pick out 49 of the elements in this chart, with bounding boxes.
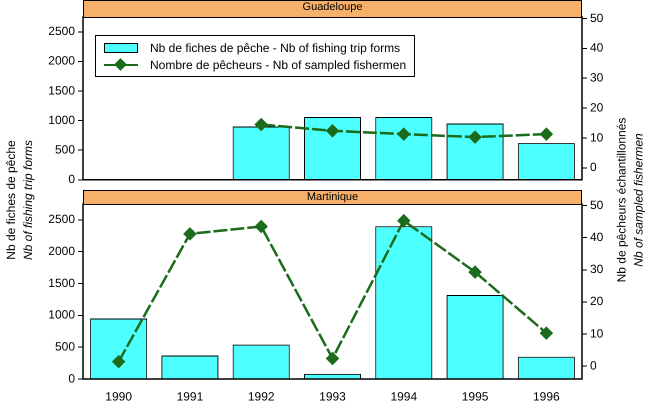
y-tick-label: 1500 [48,83,76,98]
y-tick-label: 0 [68,172,76,186]
y2-tick-label: 10 [590,130,604,144]
y2-tick-label: 0 [590,358,597,372]
x-tick-label: 1993 [319,390,346,404]
y-tick-label: 2000 [48,54,76,68]
x-tick-label: 1990 [105,390,132,404]
y-tick-label: 1000 [48,112,76,127]
point [398,214,410,227]
y2-axis-title: Nb de pêcheurs échantillonnés Nb of sampled fishermen [612,118,646,282]
point [254,220,268,233]
y2-tick-label: 30 [590,262,604,276]
point [184,228,196,240]
y-tick-label: 500 [54,142,76,157]
y2-tick-label: 30 [590,70,604,85]
y-tick-label: 2000 [48,244,76,258]
y2-tick-label: 20 [590,100,604,114]
point [398,128,410,140]
y-axis-title: Nb de fiches de pêche Nb of fishing trip forms [3,140,36,260]
y-tick-label: 2500 [48,212,76,226]
point [540,128,553,140]
point [326,352,339,365]
y2-tick-label: 20 [590,294,604,308]
x-tick-label: 1992 [248,390,275,404]
point [468,266,482,278]
x-tick-label: 1996 [533,390,560,404]
y-tick-label: 1000 [48,308,76,322]
y2-tick-label: 50 [590,10,604,25]
y2-tick-label: 40 [590,40,604,55]
point [112,355,125,368]
y-tick-label: 500 [54,339,76,354]
chart-title: Guadeloupe [83,0,582,18]
y2-tick-label: 0 [590,160,597,174]
point [540,326,553,340]
y2-tick-label: 40 [590,230,604,244]
y2-tick-label: 50 [590,198,604,212]
y2-tick-label: 10 [590,326,604,340]
y-tick-label: 0 [68,371,76,386]
y-tick-label: 1500 [48,276,76,290]
x-tick-label: 1994 [390,390,418,404]
legend-label: Nombre de pêcheurs - Nb of sampled fishermen [150,58,406,72]
y-tick-label: 2500 [48,24,76,38]
x-tick-label: 1995 [462,390,489,404]
legend-label: Nb de fiches de pêche - Nb of fishing trip forms [150,40,400,54]
point [326,124,339,138]
x-tick-label: 1991 [176,390,204,404]
point [254,118,268,131]
chart-title: Martinique [83,190,582,205]
point [468,130,482,144]
